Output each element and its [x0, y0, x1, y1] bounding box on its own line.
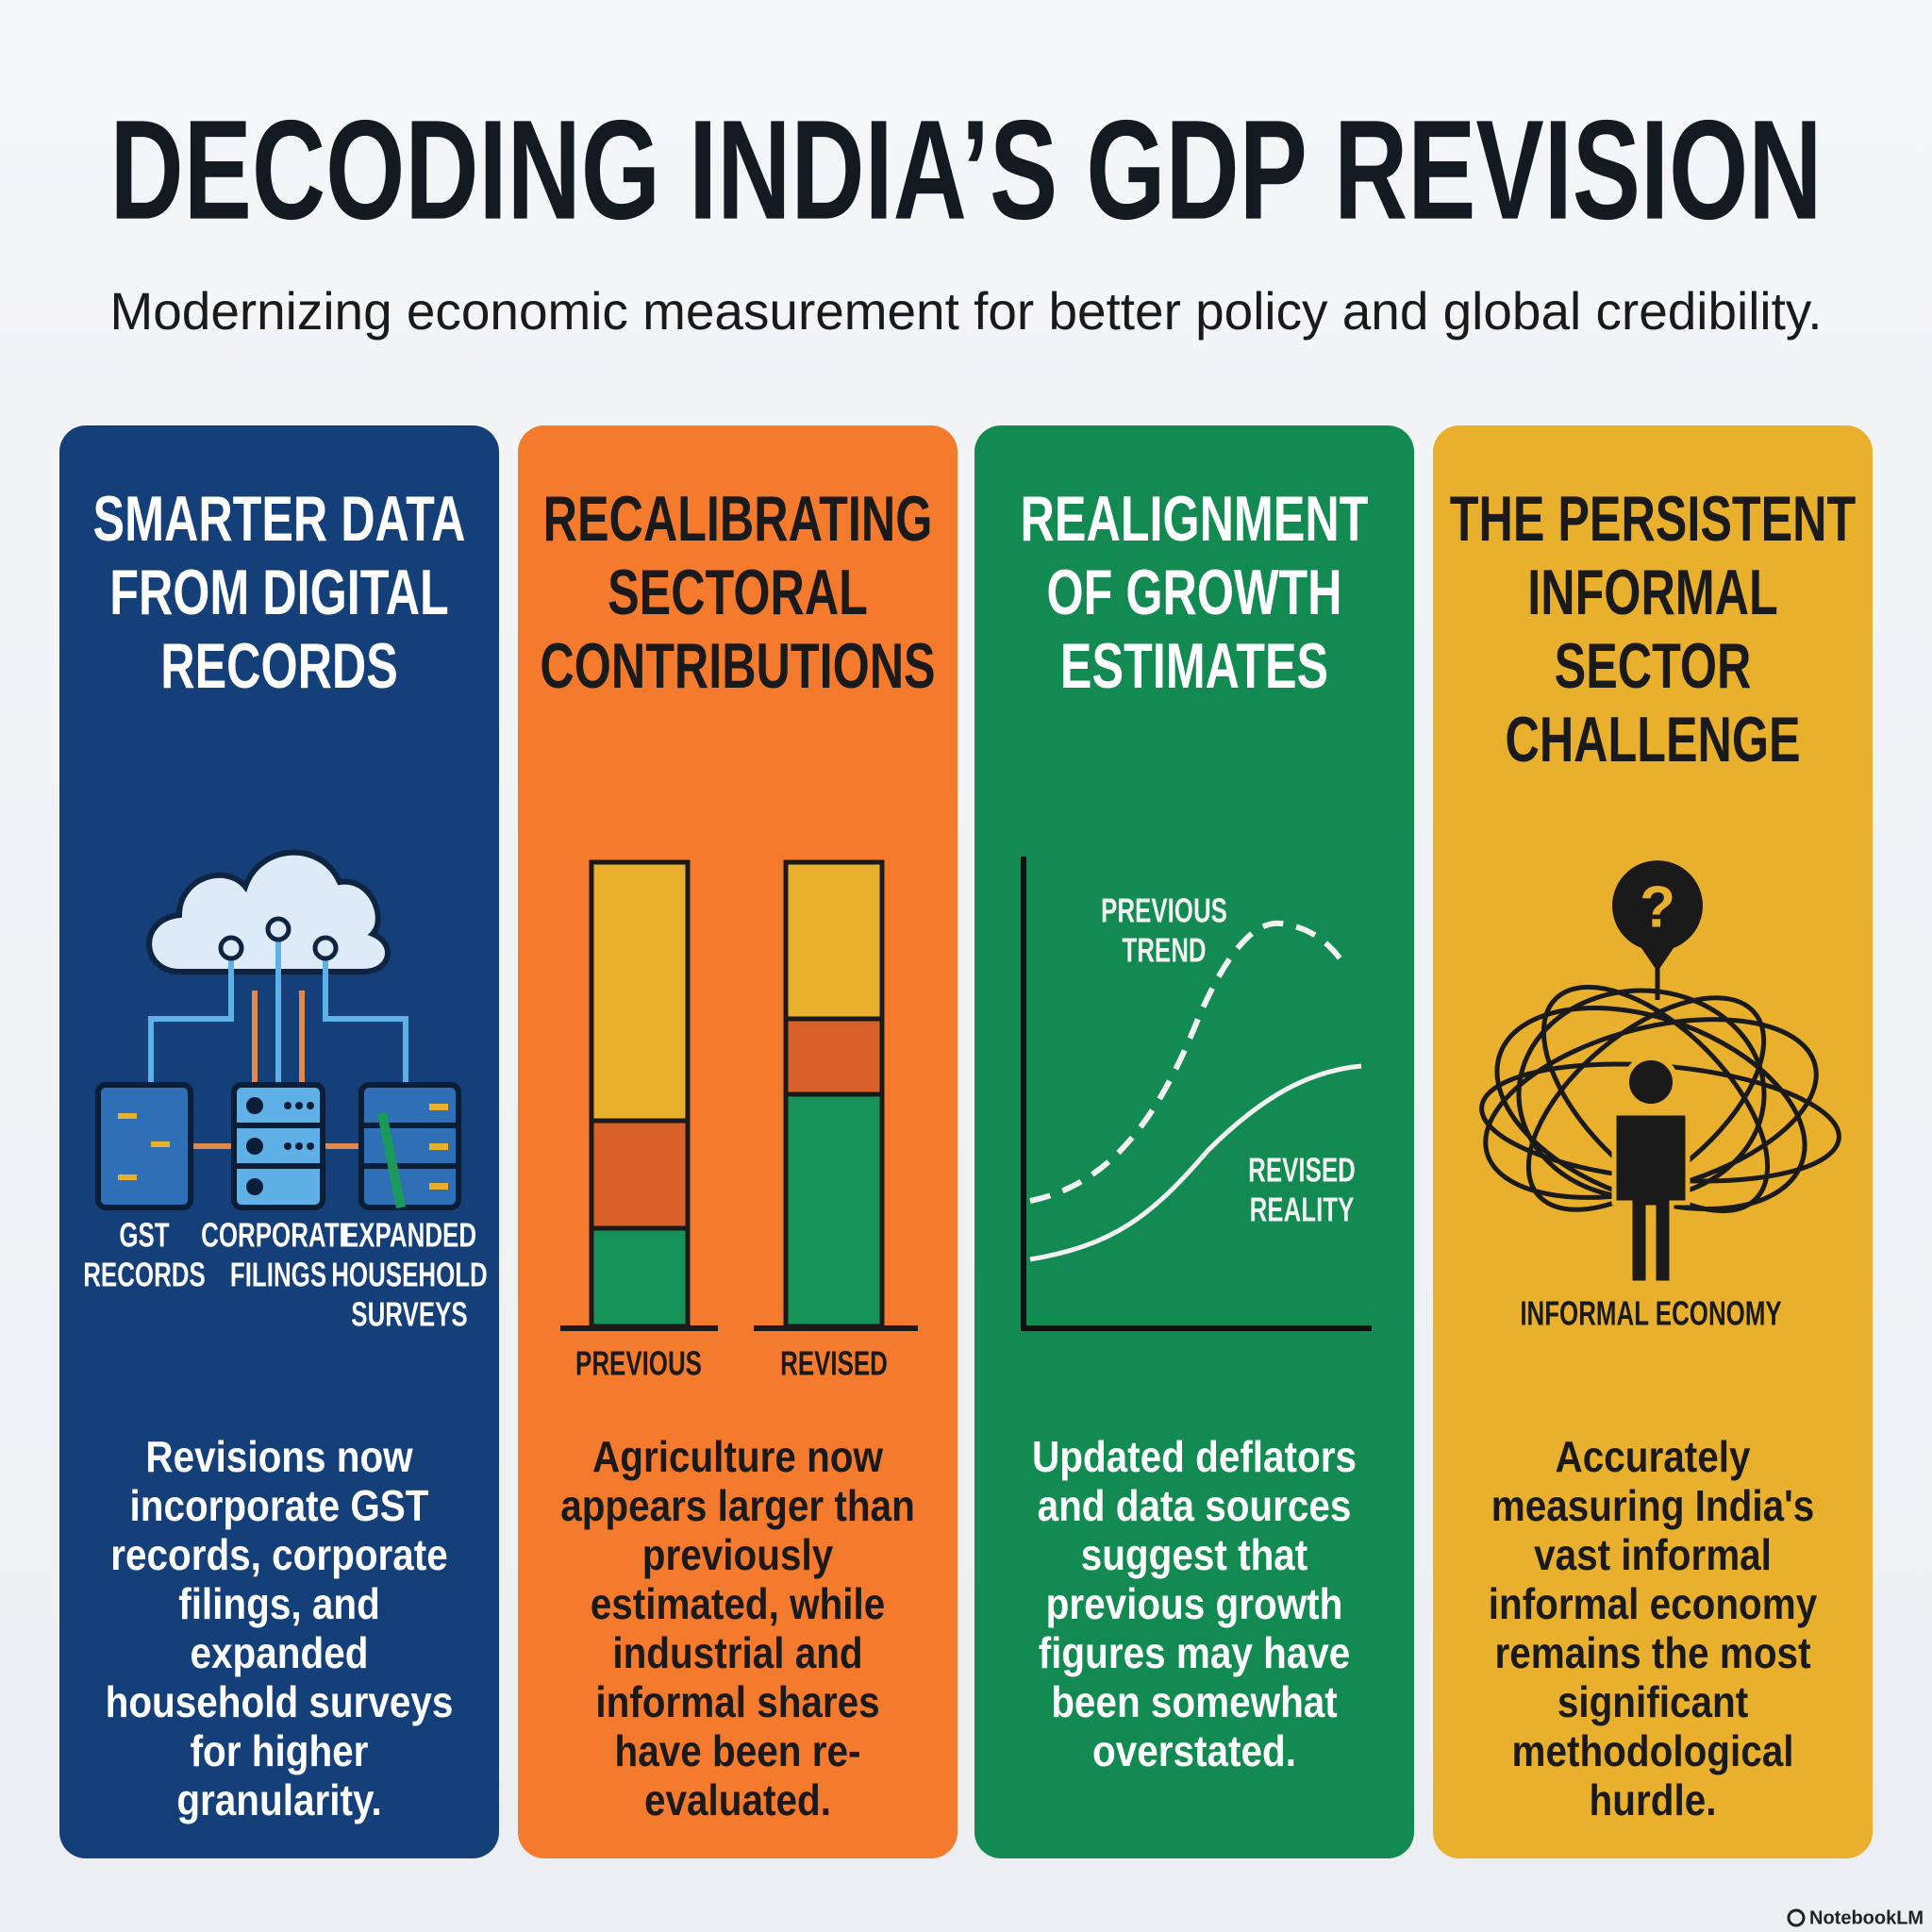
- panel-body: informal shares: [595, 1679, 879, 1727]
- panel-body: Accurately: [1556, 1434, 1751, 1482]
- illustration-label: EXPANDED: [342, 1216, 476, 1254]
- panel: [974, 425, 1414, 1858]
- illustration-label: SURVEYS: [351, 1295, 467, 1333]
- illustration-label: REALITY: [1250, 1191, 1355, 1228]
- panel-title: RECALIBRATING: [543, 483, 933, 555]
- question-mark: ?: [1640, 874, 1675, 940]
- panel-body: figures may have: [1039, 1630, 1351, 1678]
- panel: [518, 425, 958, 1858]
- informal-economy-icon: [1479, 860, 1841, 1286]
- illustration-label: PREVIOUS: [1101, 891, 1227, 929]
- illustration-label: REVISED: [1248, 1151, 1356, 1189]
- panel-title: SECTOR: [1555, 630, 1752, 702]
- panel-body: expanded: [191, 1630, 369, 1678]
- panel-body: evaluated.: [644, 1777, 831, 1825]
- panel-body: filings, and: [178, 1581, 380, 1629]
- illustration-label: RECORDS: [83, 1256, 206, 1293]
- panel-body: suggest that: [1081, 1532, 1308, 1580]
- title: DECODING INDIA’S GDP REVISION: [110, 91, 1823, 249]
- panel-title: SECTORAL: [608, 557, 868, 628]
- panel-body: records, corporate: [110, 1532, 448, 1580]
- panel-body: previous growth: [1046, 1581, 1343, 1629]
- panel-title: CHALLENGE: [1505, 704, 1800, 775]
- stacked-bar-icon: [560, 859, 918, 1331]
- illustration-label: REVISED: [780, 1344, 888, 1382]
- panel-body: granularity.: [176, 1777, 381, 1825]
- illustration-label: CORPORATE: [201, 1216, 356, 1254]
- panel-body: appears larger than: [560, 1483, 915, 1531]
- panel-title: REALIGNMENT: [1021, 483, 1369, 555]
- panel-body: household surveys: [106, 1679, 454, 1727]
- panel-title: CONTRIBUTIONS: [540, 630, 935, 702]
- panel-title: INFORMAL: [1527, 557, 1777, 628]
- panel-title: FROM DIGITAL: [109, 557, 449, 628]
- illustration-label: FILINGS: [230, 1256, 326, 1293]
- panel-title: SMARTER DATA: [93, 483, 466, 555]
- illustration-label: HOUSEHOLD: [331, 1256, 488, 1293]
- panel-body: methodological: [1511, 1728, 1793, 1776]
- panel-body: estimated, while: [591, 1581, 886, 1629]
- subtitle: Modernizing economic measurement for bet…: [110, 281, 1823, 341]
- illustration-label: INFORMAL ECONOMY: [1520, 1294, 1781, 1332]
- panel-body: been somewhat: [1051, 1679, 1338, 1727]
- panel-body: overstated.: [1092, 1728, 1296, 1776]
- illustration-label: GST: [119, 1216, 169, 1254]
- panel-title: RECORDS: [160, 630, 398, 702]
- growth-curve-icon: [1021, 857, 1372, 1331]
- panel-body: industrial and: [612, 1630, 862, 1678]
- illustration-label: PREVIOUS: [575, 1344, 702, 1382]
- panel-body: for higher: [191, 1728, 369, 1776]
- cloud-network-icon: [95, 849, 461, 1210]
- panel-body: and data sources: [1038, 1483, 1352, 1531]
- footer-brand: NotebookLM: [1809, 1907, 1924, 1928]
- panel-title: THE PERSISTENT: [1450, 483, 1856, 555]
- panel-body: measuring India's: [1491, 1483, 1814, 1531]
- panel-title: ESTIMATES: [1060, 630, 1328, 702]
- panel-body: incorporate GST: [129, 1483, 428, 1531]
- panel-body: remains the most: [1494, 1630, 1810, 1678]
- panel-title: OF GROWTH: [1047, 557, 1342, 628]
- panel-body: Updated deflators: [1032, 1434, 1357, 1482]
- panel-body: have been re-: [615, 1728, 861, 1776]
- panel-body: previously: [642, 1532, 833, 1580]
- panel-body: Agriculture now: [592, 1434, 883, 1482]
- panel-body: hurdle.: [1590, 1777, 1717, 1825]
- notebooklm-logo: [1787, 1908, 1806, 1927]
- panel-body: informal economy: [1489, 1581, 1818, 1629]
- panel-body: Revisions now: [145, 1434, 413, 1482]
- panel-body: significant: [1557, 1679, 1748, 1727]
- illustration-label: TREND: [1122, 931, 1206, 969]
- panel-body: vast informal: [1534, 1532, 1772, 1580]
